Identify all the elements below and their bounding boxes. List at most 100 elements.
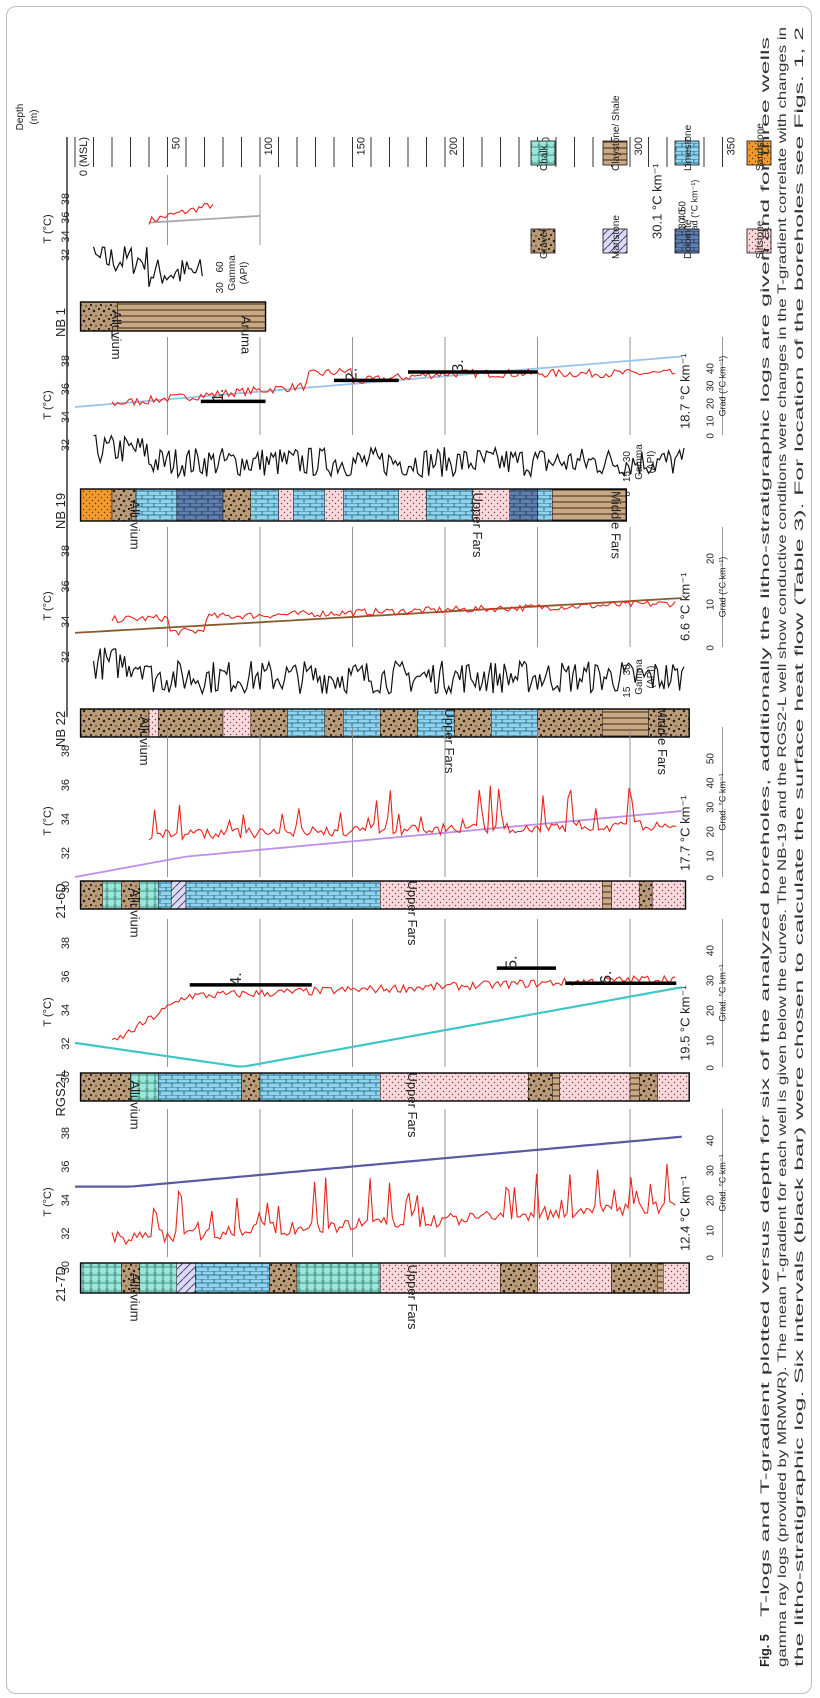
- litho-column-frame: [79, 880, 687, 910]
- litho-layer-chalk: [80, 1262, 122, 1294]
- temperature-tick: 30: [60, 881, 72, 893]
- temperature-axis-title: T (°C): [42, 1187, 54, 1216]
- gradient-tick: 30: [705, 380, 716, 392]
- legend-label: Gravel: [539, 230, 550, 259]
- litho-layer-gravel: [80, 301, 118, 332]
- litho-layer-limestone: [293, 488, 325, 522]
- caption-text: T-logs and T-gradient plotted versus dep…: [758, 37, 772, 1617]
- temperature-tick: 32: [60, 847, 72, 859]
- legend-swatch: [674, 140, 700, 166]
- formation-label: Alluvium: [128, 888, 143, 937]
- interval-label: 6.: [598, 971, 615, 984]
- gamma-axis-title: Gamma: [634, 659, 645, 695]
- litho-layer-siltstone: [380, 1072, 529, 1102]
- gradient-tick: 30: [678, 217, 689, 229]
- lithology-legend: Sandstone Siltstone Limestone Dolomite Clays…: [530, 95, 772, 259]
- legend-label: Limestone: [683, 124, 694, 171]
- litho-layer-gravel: [222, 488, 251, 522]
- formation-label: Upper Fars: [470, 492, 485, 558]
- temperature-tick: 32: [60, 439, 72, 451]
- litho-layer-gravel: [500, 1262, 538, 1294]
- gamma-axis-unit: (API): [646, 666, 657, 689]
- litho-layer-gravel: [528, 1072, 553, 1102]
- formation-label: Alluvium: [128, 500, 143, 549]
- litho-layer-siltstone: [663, 1262, 690, 1294]
- well-panel-nb-22: 32 34 36 38 T (°C) 0 10 20 Grad (°C km⁻¹) 6.6 °C …: [42, 527, 727, 775]
- legend-label: Marlstone: [611, 215, 622, 259]
- litho-layer-limestone: [250, 488, 279, 522]
- gradient-curve: [74, 810, 682, 878]
- litho-layer-gravel: [80, 708, 150, 738]
- gradient-curve: [148, 215, 261, 224]
- gradient-tick: 30: [705, 801, 716, 813]
- legend-item-gravel: Gravel: [530, 228, 556, 259]
- well-name: NB 19: [53, 493, 68, 529]
- interval-label: 3.: [450, 359, 467, 372]
- litho-layer-limestone: [158, 1072, 242, 1102]
- formation-label: Middle Fars: [655, 707, 670, 775]
- litho-layer-gravel: [648, 708, 690, 738]
- gradient-tick: 0: [705, 875, 716, 881]
- litho-layer-limestone: [426, 488, 473, 522]
- gradient-curve: [74, 597, 682, 634]
- mean-gradient-label: 18.7 °C km⁻¹: [677, 353, 692, 429]
- well-panel-nb-19: 32 34 36 38 T (°C) 0 10 20 30 40 Grad (°C km⁻¹) 18.…: [42, 337, 727, 559]
- mean-gradient-label: 30.1 °C km⁻¹: [650, 163, 665, 239]
- legend-item-chalk: Chalk: [530, 140, 556, 171]
- temperature-tick: 32: [60, 651, 72, 663]
- litho-layer-limestone: [343, 708, 381, 738]
- gamma-ray-curve: [92, 245, 203, 288]
- gradient-tick: 50: [705, 753, 716, 765]
- litho-layer-siltstone: [651, 880, 686, 910]
- litho-layer-gravel: [269, 1262, 298, 1294]
- litho-column-frame: [79, 708, 690, 738]
- gradient-tick: 20: [705, 398, 716, 410]
- formation-label: Alluvium: [128, 1080, 143, 1129]
- formation-label: Alluvium: [128, 1272, 143, 1321]
- depth-axis-unit: (m): [29, 110, 40, 125]
- temperature-tick: 32: [60, 249, 72, 261]
- gradient-axis-title: Grad (°C km⁻¹): [717, 356, 727, 417]
- gradient-tick: 30: [705, 1165, 716, 1177]
- gradient-tick: 20: [705, 553, 716, 565]
- temperature-curve: [148, 203, 214, 225]
- formation-label: Alluvium: [137, 716, 152, 765]
- gradient-tick: 0: [705, 645, 716, 651]
- legend-swatch: [746, 140, 772, 166]
- litho-layer-limestone: [343, 488, 399, 522]
- formation-label: Upper Fars: [405, 1072, 420, 1138]
- temperature-tick: 36: [60, 580, 72, 592]
- gradient-tick: 20: [705, 1195, 716, 1207]
- figure-canvas: Depth(m)0 (MSL)5010015020025030035032343…: [15, 26, 806, 1667]
- litho-layer-gravel: [537, 708, 603, 738]
- depth-tick-label: 150: [356, 137, 368, 155]
- legend-label: Chalk: [539, 144, 550, 171]
- legend-item-claystone: Claystone/ Shale: [602, 95, 628, 171]
- temperature-axis-title: T (°C): [42, 806, 54, 835]
- well-name: RGS2-L: [53, 1070, 68, 1117]
- gradient-tick: 40: [678, 209, 689, 221]
- mean-gradient-label: 19.5 °C km⁻¹: [677, 985, 692, 1061]
- legend-label: Sandstone: [755, 123, 766, 171]
- litho-layer-chalk: [139, 1262, 177, 1294]
- litho-layer-dolomite: [509, 488, 538, 522]
- well-name: 21-7D: [53, 1266, 68, 1301]
- litho-layer-siltstone: [380, 1262, 501, 1294]
- depth-tick-label: 0 (MSL): [78, 137, 90, 176]
- litho-layer-dolomite: [176, 488, 224, 522]
- gamma-tick: 0: [622, 491, 633, 497]
- litho-layer-chalk: [296, 1262, 381, 1294]
- gamma-tick: 15: [622, 471, 633, 483]
- temperature-tick: 38: [60, 545, 72, 557]
- interval-label: 1.: [210, 389, 227, 402]
- litho-layer-siltstone: [398, 488, 427, 522]
- litho-layer-siltstone: [537, 1262, 612, 1294]
- temperature-curve: [111, 1163, 676, 1246]
- temperature-tick: 38: [60, 745, 72, 757]
- temperature-tick: 38: [60, 937, 72, 949]
- litho-layer-claystone: [117, 301, 266, 332]
- gradient-tick: 40: [705, 1135, 716, 1147]
- gamma-axis-title: Gamma: [227, 255, 238, 291]
